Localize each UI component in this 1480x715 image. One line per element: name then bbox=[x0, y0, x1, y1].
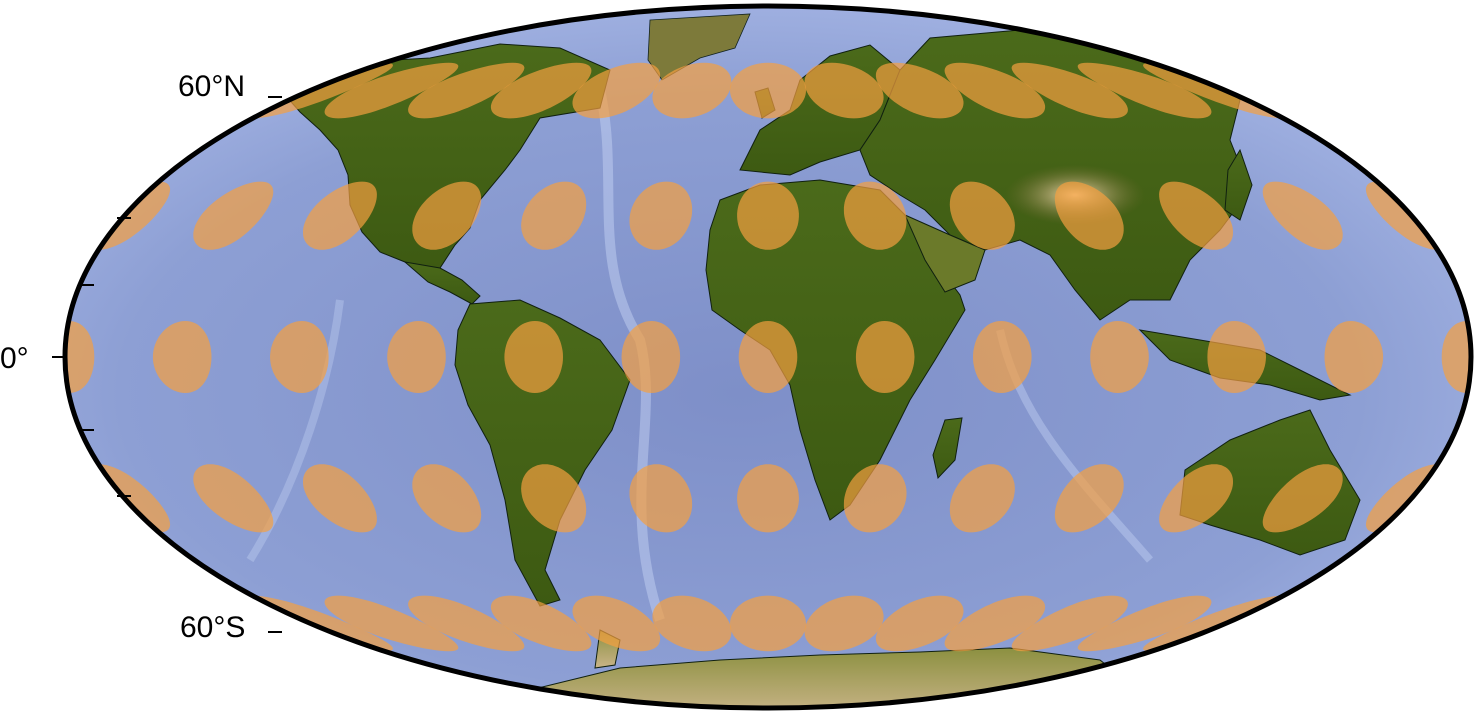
tissot-circle bbox=[408, 62, 525, 119]
tissot-circle bbox=[652, 595, 732, 652]
tissot-circle bbox=[572, 62, 661, 119]
new-zealand bbox=[1369, 539, 1401, 586]
tissot-circle bbox=[1159, 181, 1233, 250]
tissot-circle bbox=[730, 595, 806, 652]
tissot-circle bbox=[408, 595, 525, 652]
tissot-circle bbox=[412, 181, 482, 250]
tissot-circle bbox=[1077, 595, 1212, 652]
tissot-circle bbox=[629, 464, 693, 533]
tissot-circle bbox=[944, 62, 1046, 119]
tissot-circle bbox=[738, 321, 798, 393]
greenland bbox=[647, 13, 751, 81]
tissot-circle bbox=[521, 464, 587, 533]
australia bbox=[1179, 409, 1361, 556]
tissot-circle bbox=[949, 464, 1015, 533]
tissot-circle bbox=[1090, 321, 1149, 393]
tissot-circle bbox=[804, 62, 884, 119]
tissot-circle bbox=[621, 321, 681, 393]
tissot-circle bbox=[490, 62, 592, 119]
tissot-circle bbox=[1262, 181, 1343, 250]
tissot-circle bbox=[1054, 464, 1124, 533]
latitude-ticks bbox=[52, 96, 282, 633]
tissot-circle bbox=[303, 464, 377, 533]
tissot-circle bbox=[843, 464, 907, 533]
latitude-label-60s: 60°S bbox=[180, 611, 246, 644]
tissot-circle bbox=[855, 321, 915, 393]
tissot-circle bbox=[737, 464, 799, 533]
tissot-circle bbox=[1207, 321, 1266, 393]
south-america bbox=[454, 299, 631, 607]
tissot-circle bbox=[1011, 595, 1128, 652]
tissot-circle bbox=[730, 62, 806, 119]
tissot-circle bbox=[1011, 62, 1128, 119]
tissot-circle bbox=[1441, 321, 1471, 393]
tissot-circle bbox=[949, 181, 1015, 250]
tissot-circle bbox=[1159, 464, 1233, 533]
tissot-circle bbox=[1262, 464, 1343, 533]
tissot-circle bbox=[412, 464, 482, 533]
tissot-circle bbox=[973, 321, 1032, 393]
tissot-circle bbox=[270, 321, 329, 393]
tissot-circle bbox=[737, 181, 799, 250]
tissot-circle bbox=[324, 62, 459, 119]
latitude-label-equator: 0° bbox=[0, 342, 29, 375]
tissot-circle bbox=[652, 62, 732, 119]
tissot-circle bbox=[875, 595, 964, 652]
tissot-circle bbox=[944, 595, 1046, 652]
tissot-circle bbox=[629, 181, 693, 250]
tissot-circle bbox=[521, 181, 587, 250]
tissot-circle bbox=[572, 595, 661, 652]
tissot-circle bbox=[875, 62, 964, 119]
arabian-peninsula bbox=[904, 214, 986, 293]
tissot-circle bbox=[193, 181, 274, 250]
tissot-circle bbox=[324, 595, 459, 652]
tissot-circle bbox=[504, 321, 563, 393]
madagascar bbox=[932, 417, 963, 480]
latitude-label-60n: 60°N bbox=[178, 70, 246, 103]
tissot-circle bbox=[193, 464, 274, 533]
tissot-circle bbox=[804, 595, 884, 652]
tissot-circle bbox=[152, 321, 212, 393]
tissot-circle bbox=[65, 321, 95, 393]
japan bbox=[1224, 148, 1253, 221]
tissot-circle bbox=[387, 321, 446, 393]
tissot-circle bbox=[1077, 62, 1212, 119]
central-america bbox=[403, 261, 481, 305]
tissot-circle bbox=[843, 181, 907, 250]
tissot-circle bbox=[1054, 181, 1124, 250]
tissot-circle bbox=[1324, 321, 1384, 393]
tissot-circle bbox=[490, 595, 592, 652]
tissot-circle bbox=[303, 181, 377, 250]
